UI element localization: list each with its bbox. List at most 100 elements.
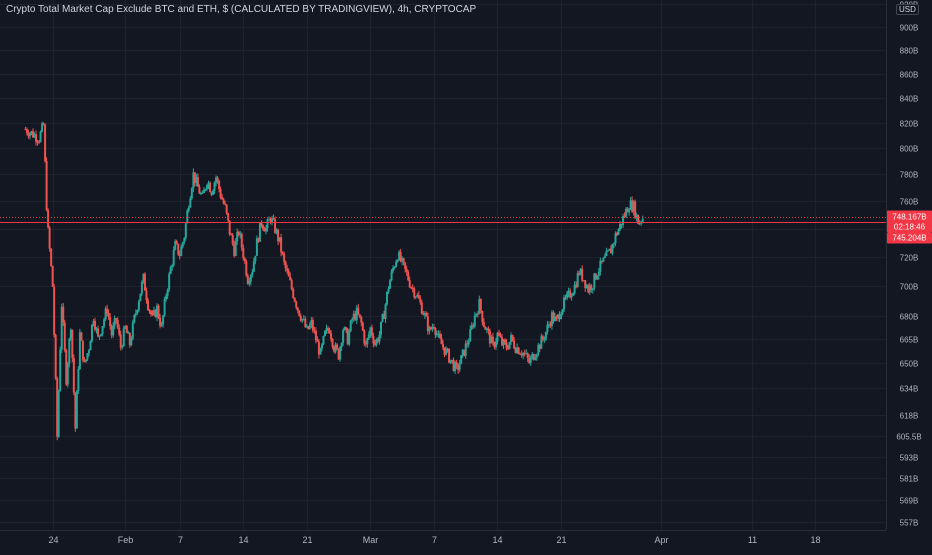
candle (596, 275, 599, 281)
x-tick-label: Mar (363, 535, 379, 545)
candle-body (269, 219, 272, 223)
candle-body (145, 290, 148, 301)
candle-body (51, 265, 54, 287)
candle-body (323, 330, 326, 336)
candle-body (460, 355, 463, 365)
candle (579, 267, 582, 276)
candle (372, 332, 375, 348)
candle-body (560, 314, 563, 320)
candle (357, 303, 360, 316)
candle (615, 231, 618, 237)
candle-body (289, 276, 292, 281)
candle (594, 273, 597, 281)
candle-body (272, 218, 275, 220)
candle-body (33, 134, 36, 138)
candle (81, 340, 84, 363)
candle-body (261, 225, 264, 229)
candle-body (629, 200, 632, 210)
candle (44, 123, 47, 163)
candle-body (317, 341, 320, 355)
candle (367, 331, 370, 340)
candle-body (72, 358, 75, 393)
candle (48, 225, 51, 252)
candle (416, 292, 419, 298)
candle-body (369, 327, 372, 335)
x-tick-label: 7 (178, 535, 183, 545)
candle-body (44, 124, 47, 162)
candle (156, 303, 159, 322)
candle (408, 276, 411, 289)
candle-body (407, 272, 410, 281)
candle (569, 287, 572, 299)
candle-body (30, 131, 33, 134)
line-price-label: 745.204B (892, 234, 926, 243)
candle (516, 343, 519, 354)
candle-body (84, 359, 87, 362)
candle-body (92, 320, 95, 325)
x-tick-label: 7 (432, 535, 437, 545)
candle-body (112, 325, 115, 336)
candle-body (103, 319, 106, 327)
candle-body (116, 319, 119, 328)
candle-body (376, 339, 379, 342)
candle (304, 316, 307, 328)
candle (514, 346, 517, 354)
candle-body (57, 391, 60, 437)
candle (361, 321, 364, 332)
candle (540, 333, 543, 349)
currency-button[interactable]: USD (896, 4, 919, 15)
candle-body (221, 197, 224, 200)
candle-body (363, 330, 366, 344)
candle (605, 247, 608, 257)
candle-body (638, 221, 641, 225)
y-tick-label: 665B (900, 336, 919, 345)
candle-body (266, 219, 269, 228)
candle (513, 337, 516, 350)
candle-body (106, 308, 109, 314)
candle-body (519, 353, 522, 355)
candle (602, 257, 605, 263)
candle-body (137, 301, 140, 311)
candle (469, 325, 472, 342)
candle (60, 303, 63, 354)
candle-body (94, 320, 97, 330)
candle-body (517, 347, 520, 354)
candle (382, 310, 385, 320)
candle-body (393, 267, 396, 269)
candle (41, 121, 44, 133)
candle-body (192, 172, 195, 189)
candle (366, 337, 369, 348)
candle (172, 246, 175, 268)
x-tick-label: 14 (238, 535, 248, 545)
candle (584, 280, 587, 292)
candle (112, 321, 115, 338)
candle-body (151, 314, 154, 316)
candle-body (313, 330, 316, 332)
candle-body (523, 352, 526, 354)
candle-body (298, 310, 301, 317)
candle-body (331, 338, 334, 347)
candle (634, 199, 637, 220)
candle (523, 349, 526, 357)
candle-body (339, 347, 342, 360)
candle-body (224, 203, 227, 205)
candle (432, 324, 435, 330)
candle-body (330, 333, 333, 339)
candle (611, 243, 614, 256)
candle-body (107, 313, 110, 318)
candle (599, 257, 602, 276)
candle (218, 179, 221, 193)
candle (151, 310, 154, 316)
candle (378, 330, 381, 345)
candle (330, 329, 333, 342)
candle-body (387, 288, 390, 292)
candle (373, 340, 376, 347)
candle-body (502, 339, 505, 346)
candle-body (168, 273, 171, 290)
candle (475, 313, 478, 318)
candle (508, 341, 511, 350)
candle-body (328, 330, 331, 334)
candle (116, 317, 119, 330)
